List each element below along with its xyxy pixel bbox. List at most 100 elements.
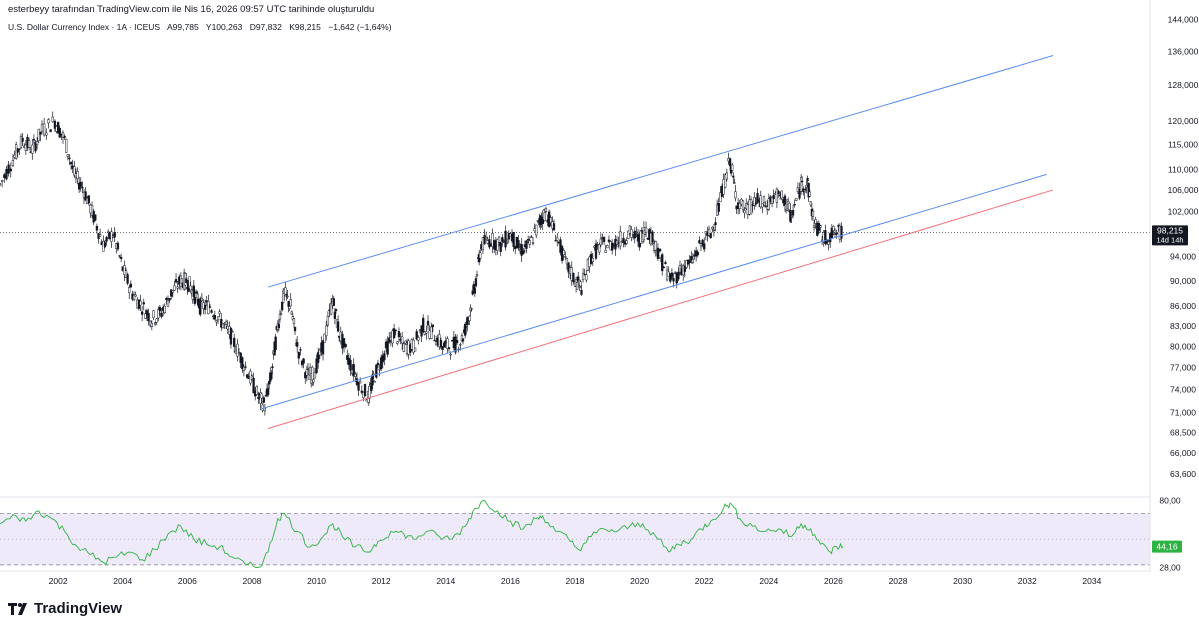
candle-body <box>506 241 509 244</box>
candle-body <box>65 138 68 153</box>
candle-body <box>173 285 176 291</box>
candle <box>45 128 48 140</box>
candle-body <box>264 394 268 397</box>
candle-body <box>21 137 24 142</box>
candle <box>140 306 144 322</box>
candle-body <box>51 116 54 123</box>
candle <box>614 234 617 256</box>
tradingview-logo[interactable]: TradingView <box>8 600 122 617</box>
time-tick-label: 2006 <box>178 576 197 586</box>
candle-body <box>56 122 60 134</box>
candle <box>19 133 23 149</box>
candle-body <box>401 336 404 344</box>
candle <box>221 323 225 329</box>
price-tick-label: 94,000 <box>1170 252 1196 262</box>
candle-body <box>711 227 714 230</box>
candle <box>79 177 82 192</box>
candle <box>564 251 567 260</box>
candle-body <box>73 166 76 176</box>
candle-body <box>806 178 809 182</box>
candle <box>124 267 128 279</box>
candle <box>662 266 665 269</box>
candle <box>814 216 817 229</box>
candle-body <box>425 331 428 334</box>
candle-body <box>290 311 293 315</box>
candle-body <box>625 240 628 244</box>
change-value: −1,642 (−1,64%) <box>328 22 392 32</box>
candle-body <box>200 297 204 301</box>
candle-body <box>433 339 436 342</box>
candle-body <box>306 368 310 370</box>
candle <box>119 253 123 263</box>
candle-body <box>604 249 607 253</box>
candle-body <box>7 164 10 174</box>
candle-body <box>658 248 662 252</box>
candle <box>213 310 216 321</box>
candle <box>717 197 720 216</box>
candle-body <box>359 380 362 384</box>
candle <box>830 224 833 239</box>
candle <box>263 403 267 416</box>
candle <box>622 232 625 248</box>
candle <box>466 316 469 332</box>
candle <box>554 234 557 242</box>
candle-body <box>473 288 477 294</box>
symbol-name[interactable]: U.S. Dollar Currency Index · 1A · ICEUS <box>8 22 161 32</box>
candle <box>203 299 207 315</box>
candle-body <box>39 131 42 135</box>
candle <box>305 365 309 382</box>
price-tick-label: 110,000 <box>1168 164 1198 174</box>
time-tick-label: 2012 <box>372 576 391 586</box>
channel-lines[interactable] <box>261 55 1054 429</box>
candle <box>299 346 302 356</box>
candle-body <box>317 352 320 363</box>
axes: 144,000 136,000 128,000 120,000 115,000 110,0… <box>0 0 1199 586</box>
candle <box>819 224 822 233</box>
candle-body <box>11 160 15 166</box>
candle <box>245 373 249 379</box>
candle <box>552 219 556 231</box>
candle <box>1 179 4 188</box>
candle-body <box>346 355 349 360</box>
candle <box>479 249 482 261</box>
candle <box>259 388 262 410</box>
candle-body <box>581 273 585 281</box>
rsi-pane[interactable] <box>0 500 1150 568</box>
candle <box>530 234 533 238</box>
candle <box>95 223 99 234</box>
candle <box>32 134 36 145</box>
candle <box>468 315 471 326</box>
candle <box>373 380 376 383</box>
candle-body <box>439 339 443 348</box>
candle <box>415 329 418 341</box>
candle-body <box>738 203 741 209</box>
candle-body <box>128 287 131 293</box>
candle-body <box>373 381 376 383</box>
candle-body <box>323 333 326 343</box>
candle-body <box>759 195 762 208</box>
candle-body <box>790 216 793 218</box>
candle-body <box>464 323 467 336</box>
candle <box>527 235 530 244</box>
candle <box>572 272 575 285</box>
candle-body <box>158 306 162 312</box>
candle <box>654 240 657 257</box>
price-series[interactable] <box>0 111 843 416</box>
candle <box>150 319 153 331</box>
candle-body <box>392 328 396 339</box>
candle <box>397 327 401 342</box>
candle-body <box>819 225 822 228</box>
candle-body <box>268 381 271 385</box>
candle <box>711 226 714 233</box>
candle-body <box>789 210 792 222</box>
candle-body <box>814 219 817 224</box>
candle-body <box>144 313 147 319</box>
candle <box>506 238 509 245</box>
candle-body <box>221 323 225 329</box>
candle-body <box>284 287 287 297</box>
rsi-line <box>0 500 844 568</box>
candle-body <box>19 136 23 148</box>
candle <box>565 257 569 270</box>
candle <box>441 346 444 355</box>
